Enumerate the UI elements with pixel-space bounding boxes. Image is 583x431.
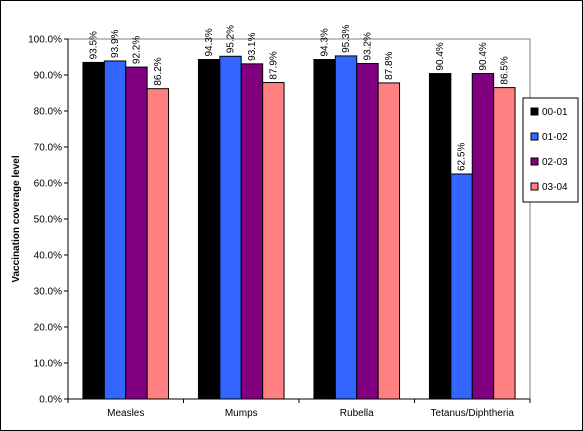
x-tick-label: Tetanus/Diphtheria [431, 408, 515, 419]
bar [377, 82, 401, 400]
y-tick-label: 50.0% [34, 215, 62, 226]
x-tick-label: Mumps [225, 408, 258, 419]
y-tick-label: 30.0% [34, 287, 62, 298]
legend-swatch [530, 132, 539, 141]
bar [219, 55, 242, 400]
y-tick-label: 40.0% [34, 251, 62, 262]
data-label: 62.5% [457, 143, 468, 171]
data-label: 95.2% [226, 25, 237, 53]
data-label: 90.4% [435, 42, 446, 70]
data-label: 86.5% [499, 56, 510, 84]
y-tick-label: 80.0% [34, 107, 62, 118]
data-label: 93.9% [110, 29, 121, 57]
data-label: 92.2% [131, 36, 142, 64]
x-tick-label: Measles [107, 408, 144, 419]
legend-swatch [530, 107, 539, 116]
legend-label: 01-02 [542, 132, 568, 143]
y-tick-label: 70.0% [34, 143, 62, 154]
bar [197, 59, 221, 400]
data-label: 94.3% [204, 28, 215, 56]
y-tick-label: 60.0% [34, 179, 62, 190]
legend-label: 00-01 [542, 107, 568, 118]
data-labels: 93.5% 94.3% 94.3% 90.4% 93.9% 95.2% 95.3% 62.5%… [89, 24, 511, 171]
bar [125, 66, 148, 400]
data-label: 93.1% [247, 32, 258, 60]
bar [240, 63, 264, 400]
x-axis: Measles Mumps Rubella Tetanus/Diphtheria [67, 398, 531, 419]
bar [450, 173, 473, 400]
y-tick-label: 10.0% [34, 359, 62, 370]
legend: 00-01 01-02 02-03 03-04 [522, 97, 579, 203]
legend-label: 02-03 [542, 157, 568, 168]
y-axis: 0.0% 10.0% 20.0% 30.0% 40.0% 50.0% 60.0% 70.0% 8… [28, 35, 69, 406]
bar [356, 62, 379, 400]
data-label: 87.8% [384, 51, 395, 79]
bar [146, 88, 170, 400]
bar [334, 55, 358, 400]
y-tick-label: 0.0% [39, 395, 62, 406]
bar [471, 73, 495, 400]
bars [82, 55, 516, 400]
bar [262, 82, 285, 400]
legend-label: 03-04 [542, 182, 568, 193]
data-label: 93.2% [362, 32, 373, 60]
data-label: 86.2% [153, 57, 164, 85]
y-tick-label: 90.0% [34, 71, 62, 82]
bar [493, 87, 516, 400]
y-tick-label: 100.0% [28, 35, 62, 46]
bar [313, 59, 336, 400]
data-label: 87.9% [268, 51, 279, 79]
data-label: 94.3% [320, 28, 331, 56]
bar [82, 61, 105, 400]
legend-swatch [530, 182, 539, 191]
data-label: 90.4% [478, 42, 489, 70]
data-label: 95.3% [341, 24, 352, 52]
x-tick-label: Rubella [340, 408, 374, 419]
bar [428, 73, 452, 400]
legend-swatch [530, 157, 539, 166]
y-tick-label: 20.0% [34, 323, 62, 334]
data-label: 93.5% [89, 31, 100, 59]
bar [103, 60, 127, 400]
y-axis-title: Vaccination coverage level [11, 155, 22, 283]
